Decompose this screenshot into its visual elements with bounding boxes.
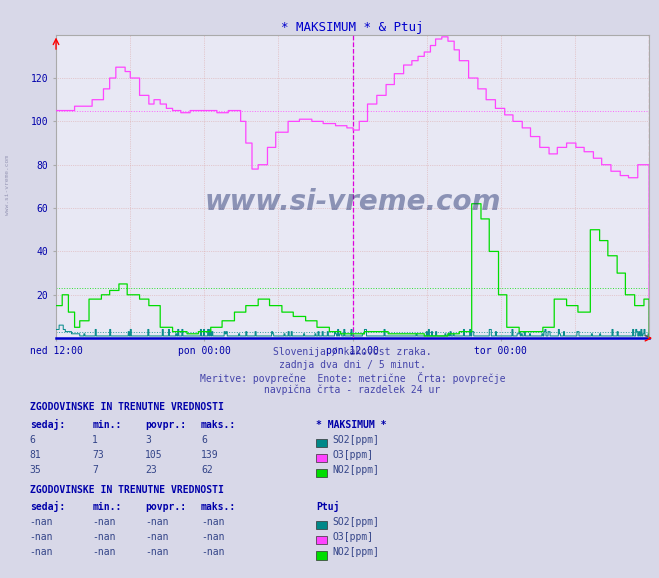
Text: SO2[ppm]: SO2[ppm]	[333, 517, 380, 527]
Text: zadnja dva dni / 5 minut.: zadnja dva dni / 5 minut.	[279, 360, 426, 369]
Text: 62: 62	[201, 465, 213, 475]
Text: 1: 1	[92, 435, 98, 444]
Title: * MAKSIMUM * & Ptuj: * MAKSIMUM * & Ptuj	[281, 20, 424, 34]
Text: -nan: -nan	[201, 532, 225, 542]
Text: -nan: -nan	[30, 532, 53, 542]
Text: -nan: -nan	[145, 532, 169, 542]
Text: Ptuj: Ptuj	[316, 501, 340, 512]
Text: povpr.:: povpr.:	[145, 502, 186, 512]
Text: -nan: -nan	[30, 517, 53, 527]
Text: 3: 3	[145, 435, 151, 444]
Text: -nan: -nan	[145, 547, 169, 557]
Text: -nan: -nan	[92, 517, 116, 527]
Text: 23: 23	[145, 465, 157, 475]
Text: min.:: min.:	[92, 420, 122, 429]
Text: 81: 81	[30, 450, 42, 460]
Text: -nan: -nan	[145, 517, 169, 527]
Text: www.si-vreme.com: www.si-vreme.com	[204, 188, 501, 216]
Text: 7: 7	[92, 465, 98, 475]
Text: navpična črta - razdelek 24 ur: navpična črta - razdelek 24 ur	[264, 385, 441, 395]
Text: sedaj:: sedaj:	[30, 501, 65, 512]
Text: O3[ppm]: O3[ppm]	[333, 532, 374, 542]
Text: -nan: -nan	[92, 532, 116, 542]
Text: ZGODOVINSKE IN TRENUTNE VREDNOSTI: ZGODOVINSKE IN TRENUTNE VREDNOSTI	[30, 402, 223, 412]
Text: * MAKSIMUM *: * MAKSIMUM *	[316, 420, 387, 429]
Text: maks.:: maks.:	[201, 502, 236, 512]
Text: -nan: -nan	[201, 517, 225, 527]
Text: 73: 73	[92, 450, 104, 460]
Text: -nan: -nan	[30, 547, 53, 557]
Text: O3[ppm]: O3[ppm]	[333, 450, 374, 460]
Text: www.si-vreme.com: www.si-vreme.com	[5, 155, 11, 215]
Text: 6: 6	[201, 435, 207, 444]
Text: ZGODOVINSKE IN TRENUTNE VREDNOSTI: ZGODOVINSKE IN TRENUTNE VREDNOSTI	[30, 485, 223, 495]
Text: -nan: -nan	[201, 547, 225, 557]
Text: 105: 105	[145, 450, 163, 460]
Text: maks.:: maks.:	[201, 420, 236, 429]
Text: 6: 6	[30, 435, 36, 444]
Text: min.:: min.:	[92, 502, 122, 512]
Text: NO2[ppm]: NO2[ppm]	[333, 465, 380, 475]
Text: NO2[ppm]: NO2[ppm]	[333, 547, 380, 557]
Text: SO2[ppm]: SO2[ppm]	[333, 435, 380, 444]
Text: povpr.:: povpr.:	[145, 420, 186, 429]
Text: 139: 139	[201, 450, 219, 460]
Text: Meritve: povprečne  Enote: metrične  Črta: povprečje: Meritve: povprečne Enote: metrične Črta:…	[200, 372, 505, 384]
Text: sedaj:: sedaj:	[30, 418, 65, 429]
Text: 35: 35	[30, 465, 42, 475]
Text: -nan: -nan	[92, 547, 116, 557]
Text: Slovenija / kakovost zraka.: Slovenija / kakovost zraka.	[273, 347, 432, 357]
